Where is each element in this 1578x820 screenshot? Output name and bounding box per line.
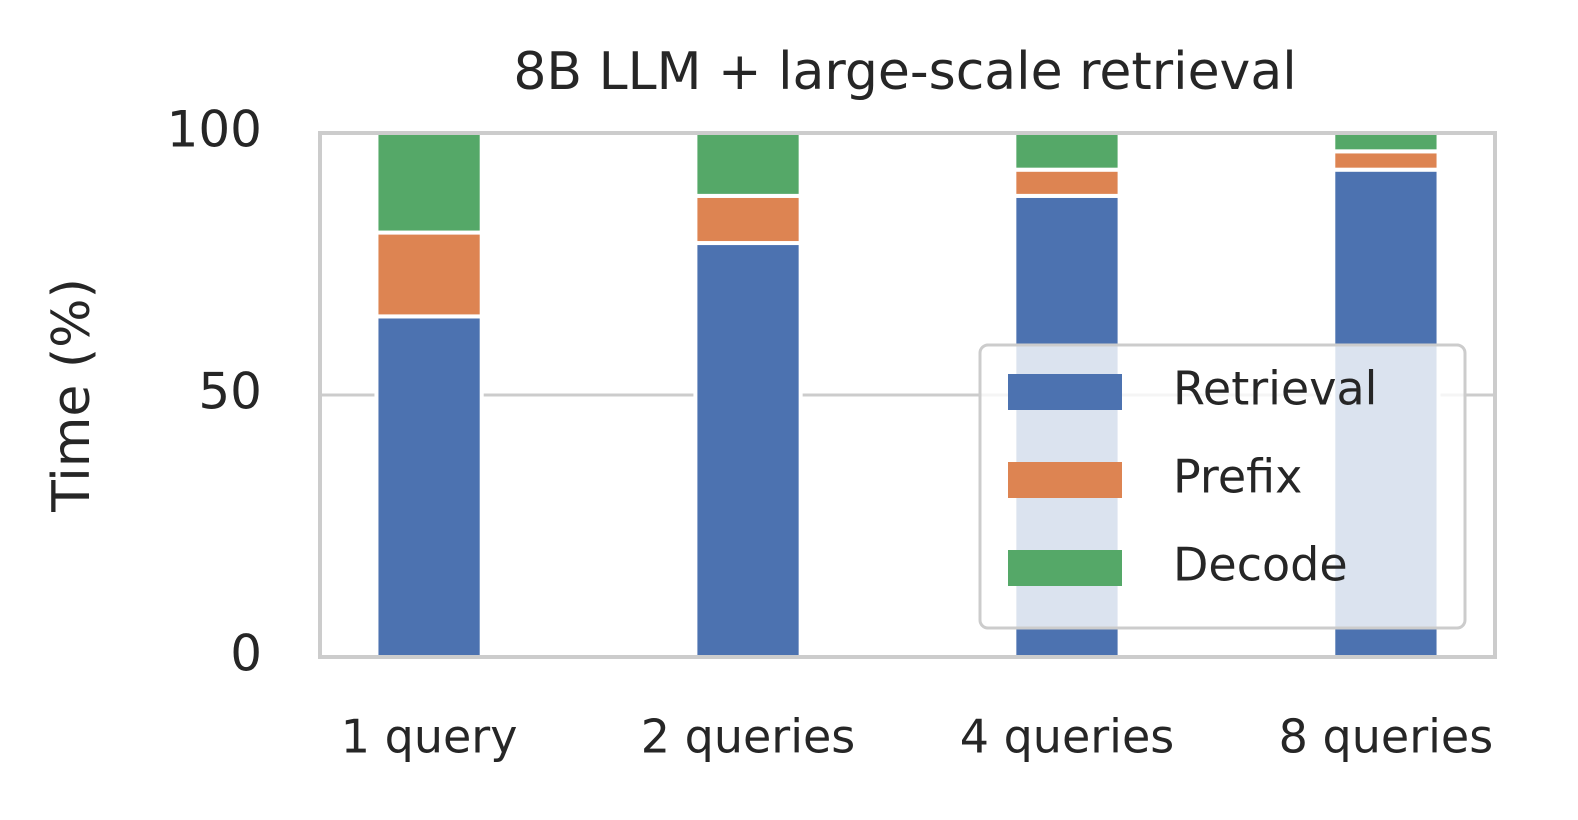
legend-label: Prefix	[1173, 450, 1302, 504]
bar-segment	[374, 230, 484, 319]
bar-segment	[693, 241, 803, 659]
legend-swatch	[1008, 374, 1122, 410]
bar-segment	[374, 314, 484, 659]
x-tick-label: 4 queries	[960, 710, 1175, 764]
bar-segment	[1331, 149, 1441, 172]
x-tick-label: 8 queries	[1279, 710, 1494, 764]
bar-segment	[693, 193, 803, 246]
x-tick-label: 1 query	[341, 710, 518, 764]
bar-segment	[1012, 131, 1122, 172]
legend-swatch	[1008, 462, 1122, 498]
bar-segment	[1012, 167, 1122, 198]
y-axis-label: Time (%)	[42, 278, 102, 513]
plot-frame	[318, 131, 1497, 659]
bar-segment	[1331, 131, 1441, 154]
legend-swatch	[1008, 550, 1122, 586]
x-tick-label: 2 queries	[641, 710, 856, 764]
y-tick-label: 0	[230, 625, 262, 683]
legend-label: Decode	[1173, 538, 1348, 592]
chart-title: 8B LLM + large-scale retrieval	[513, 42, 1296, 102]
y-tick-label: 100	[167, 101, 262, 159]
bar-segment	[374, 131, 484, 235]
y-tick-label: 50	[198, 363, 262, 421]
bar-segment	[693, 131, 803, 198]
legend-label: Retrieval	[1173, 362, 1377, 416]
